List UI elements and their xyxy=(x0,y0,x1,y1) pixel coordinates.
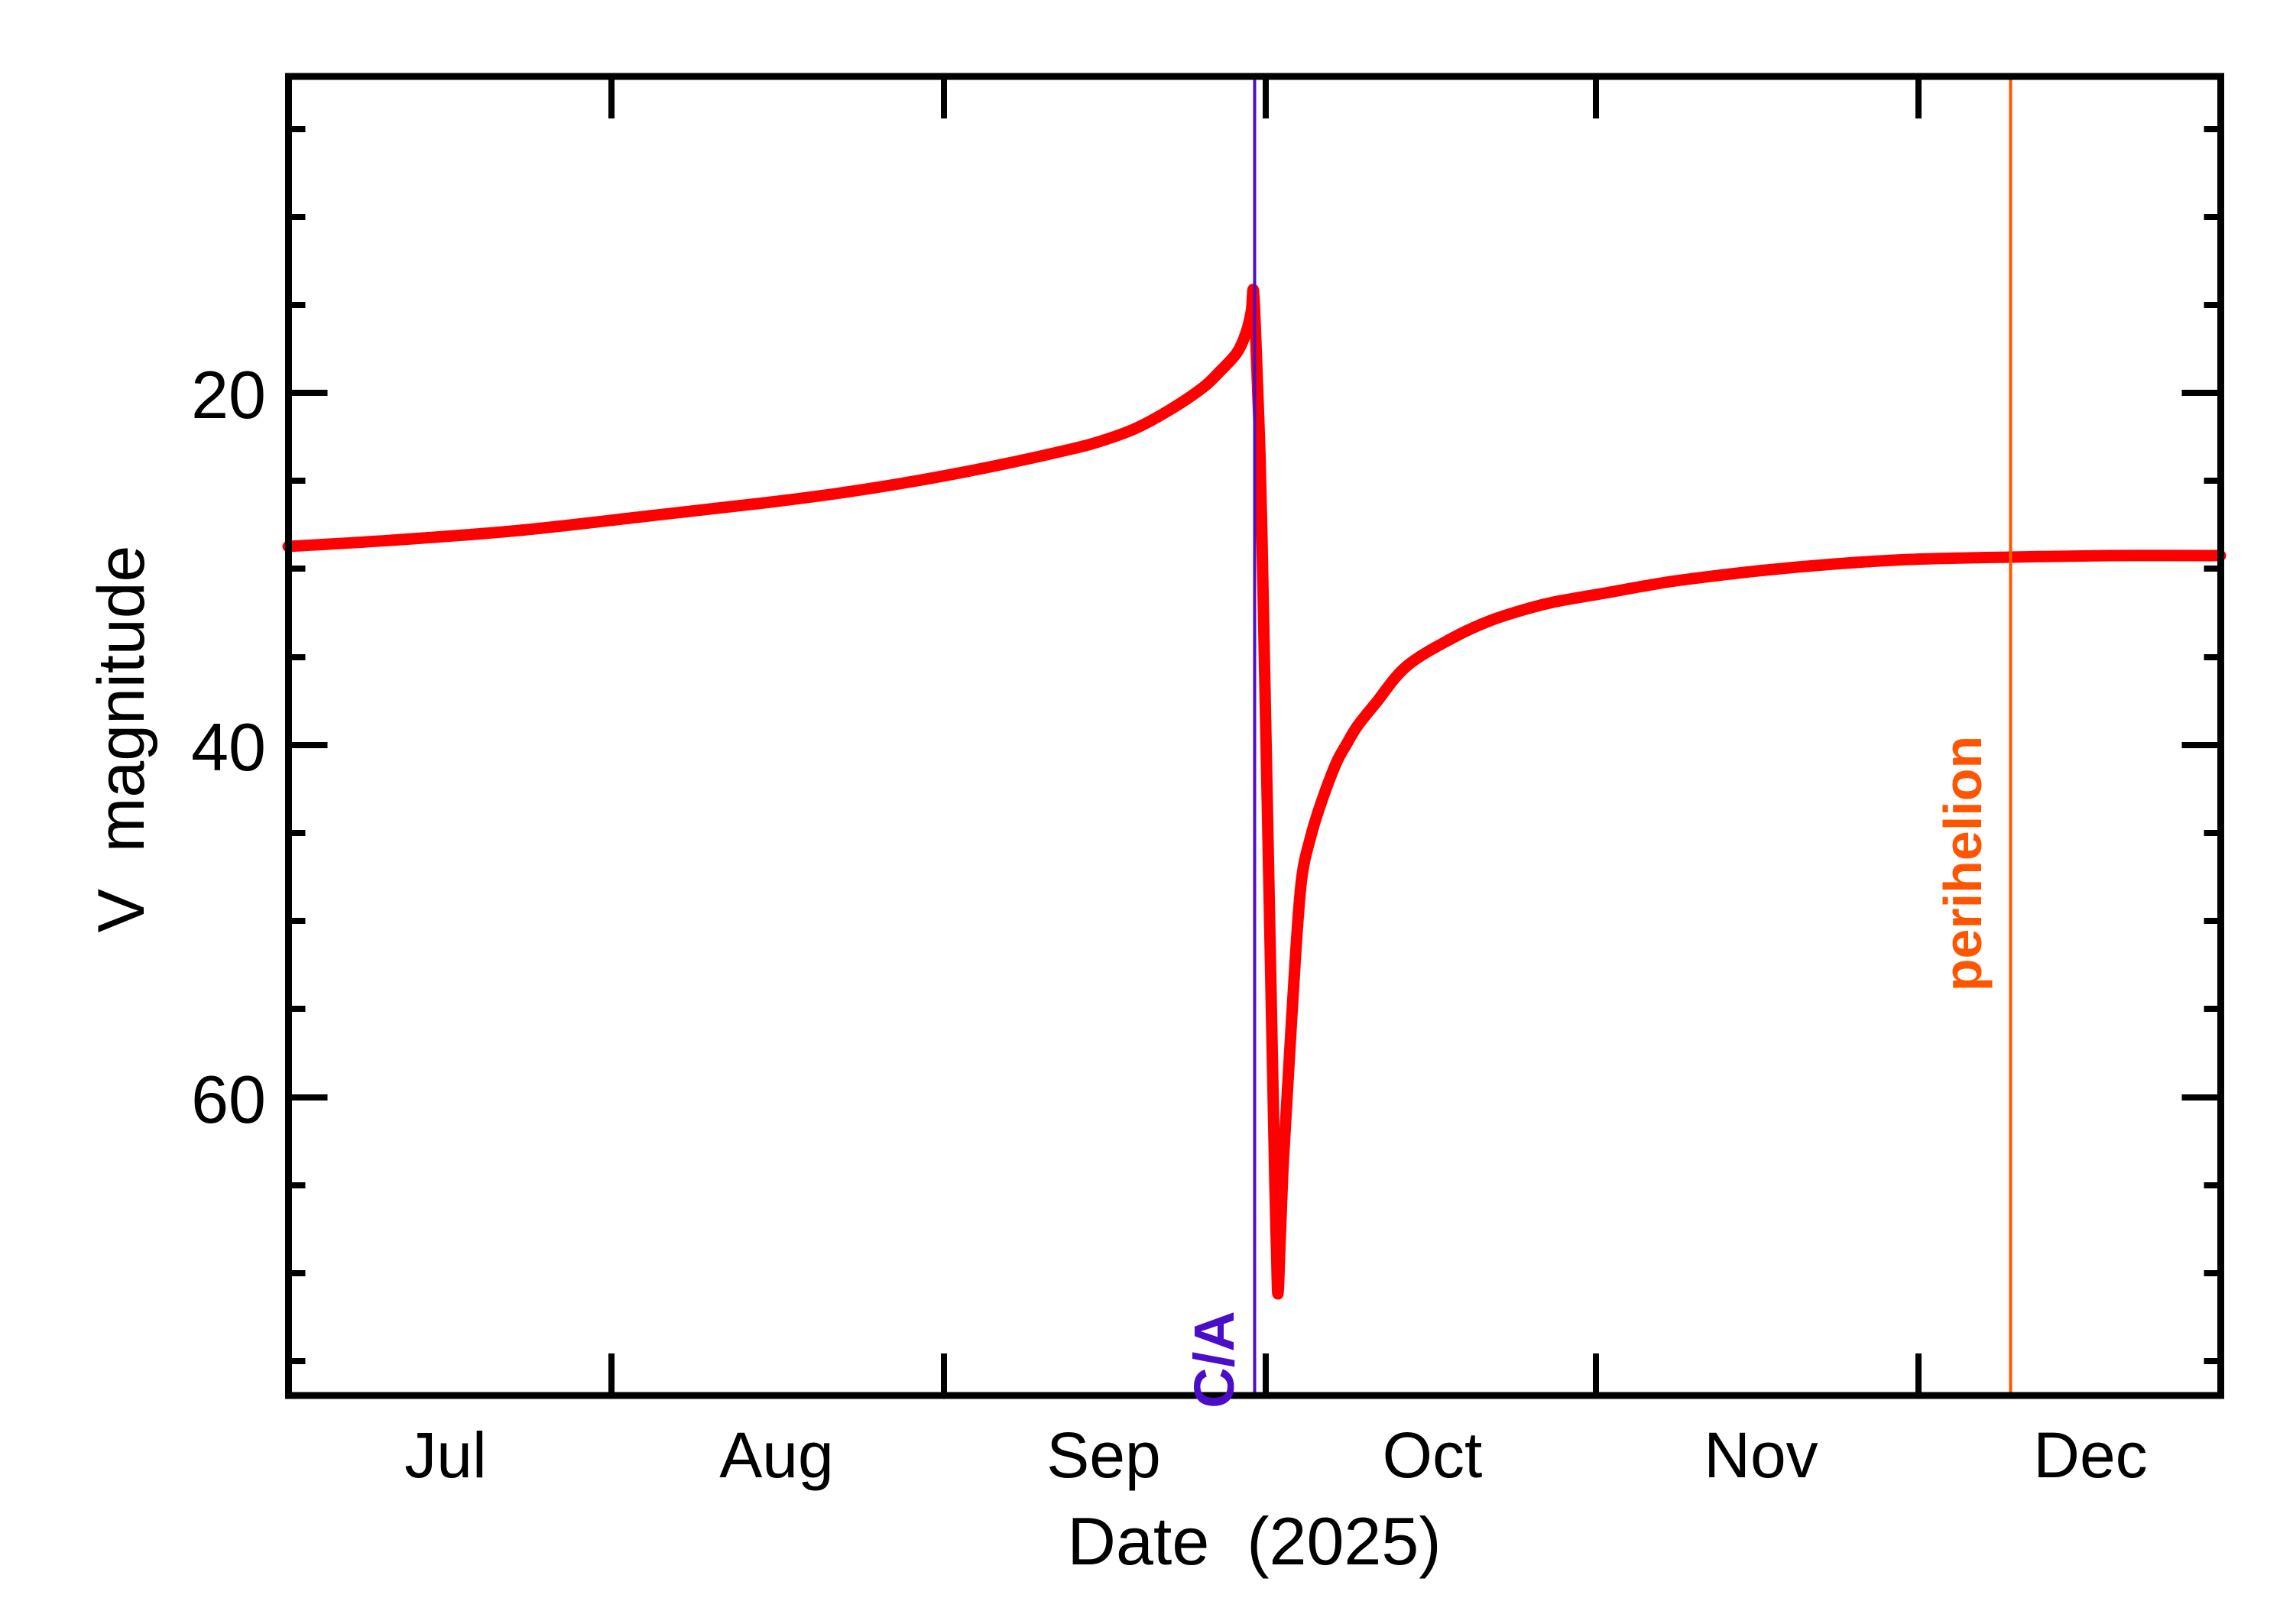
svg-text:60: 60 xyxy=(191,1062,266,1137)
svg-text:Nov: Nov xyxy=(1704,1419,1818,1491)
svg-text:Jul: Jul xyxy=(404,1419,486,1491)
svg-text:Dec: Dec xyxy=(2033,1419,2147,1491)
svg-text:Date (2025): Date (2025) xyxy=(1067,1503,1441,1579)
svg-text:V magnitude: V magnitude xyxy=(85,546,158,933)
svg-text:Aug: Aug xyxy=(719,1419,833,1491)
svg-text:20: 20 xyxy=(191,357,266,433)
svg-text:perihelion: perihelion xyxy=(1933,736,1993,991)
svg-text:40: 40 xyxy=(191,709,266,785)
svg-text:Oct: Oct xyxy=(1383,1419,1483,1491)
svg-text:Sep: Sep xyxy=(1046,1419,1160,1491)
svg-text:C/A: C/A xyxy=(1182,1311,1246,1408)
